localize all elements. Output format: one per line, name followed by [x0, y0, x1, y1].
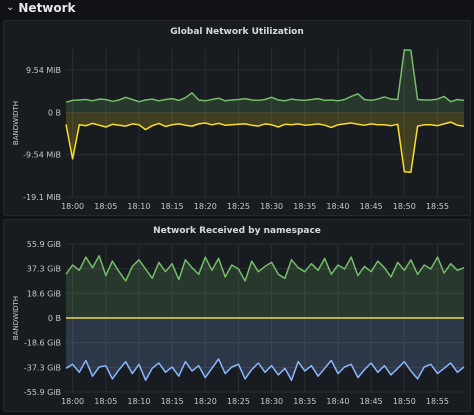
x-tick-label: 18:35 [293, 202, 316, 211]
series-line[interactable] [65, 255, 465, 282]
panel-title[interactable]: Network Received by namespace [153, 226, 321, 236]
y-tick-label: -55.9 GiB [24, 388, 61, 397]
series-line[interactable] [65, 49, 465, 103]
chart-network-received-by-namespace: 55.9 GiB 37.3 GiB 18.6 GiB 0 B -18.6 GiB -37.… [12, 240, 465, 406]
x-tick-label: 18:00 [61, 202, 84, 211]
x-tick-label: 18:40 [326, 397, 349, 406]
y-tick-label: 55.9 GiB [27, 240, 61, 249]
x-tick-label: 18:00 [61, 397, 84, 406]
x-tick-label: 18:25 [227, 397, 250, 406]
y-tick-label: 9.54 MiB [26, 66, 61, 75]
x-tick-label: 18:20 [194, 397, 217, 406]
y-tick-label: 37.3 GiB [27, 265, 61, 274]
y-axis-label: BANDWIDTH [12, 296, 20, 340]
x-tick-label: 18:55 [426, 202, 449, 211]
x-tick-label: 18:50 [393, 397, 416, 406]
panel-title[interactable]: Global Network Utilization [170, 27, 304, 37]
series-area [66, 318, 464, 381]
x-tick-label: 18:45 [360, 202, 383, 211]
x-tick-label: 18:30 [260, 397, 283, 406]
x-tick-label: 18:45 [360, 397, 383, 406]
y-tick-label: -9.54 MiB [23, 151, 61, 160]
y-tick-label: -37.3 GiB [24, 363, 61, 372]
x-tick-label: 18:30 [260, 202, 283, 211]
x-tick-label: 18:55 [426, 397, 449, 406]
x-tick-label: 18:15 [161, 202, 184, 211]
x-tick-label: 18:25 [227, 202, 250, 211]
y-tick-label: 0 B [48, 314, 61, 323]
panel-global-network-utilization[interactable]: Global Network Utilization 9.54 MiB 0 B -9… [3, 20, 471, 216]
panel-network-received-by-namespace[interactable]: Network Received by namespace 55.9 GiB 37… [3, 219, 471, 412]
y-tick-label: -19.1 MiB [23, 193, 61, 202]
x-tick-label: 18:35 [293, 397, 316, 406]
series-area [66, 112, 464, 173]
x-tick-label: 18:10 [127, 202, 150, 211]
chevron-down-icon[interactable]: ⌄ [6, 2, 15, 13]
x-tick-label: 18:15 [161, 397, 184, 406]
series-area [66, 49, 464, 113]
x-tick-label: 18:20 [194, 202, 217, 211]
series-area [66, 255, 464, 318]
x-tick-label: 18:05 [94, 397, 117, 406]
x-tick-label: 18:40 [326, 202, 349, 211]
series-line[interactable] [65, 121, 465, 173]
row-header-network[interactable]: ⌄ Network [0, 0, 474, 16]
y-tick-label: 18.6 GiB [27, 289, 61, 298]
x-tick-label: 18:50 [393, 202, 416, 211]
y-axis-label: BANDWIDTH [12, 101, 20, 145]
y-tick-label: -18.6 GiB [24, 339, 61, 348]
row-title: Network [18, 1, 76, 15]
x-tick-label: 18:05 [94, 202, 117, 211]
x-tick-label: 18:10 [127, 397, 150, 406]
y-tick-label: 0 B [48, 108, 61, 117]
series-line[interactable] [65, 358, 465, 381]
